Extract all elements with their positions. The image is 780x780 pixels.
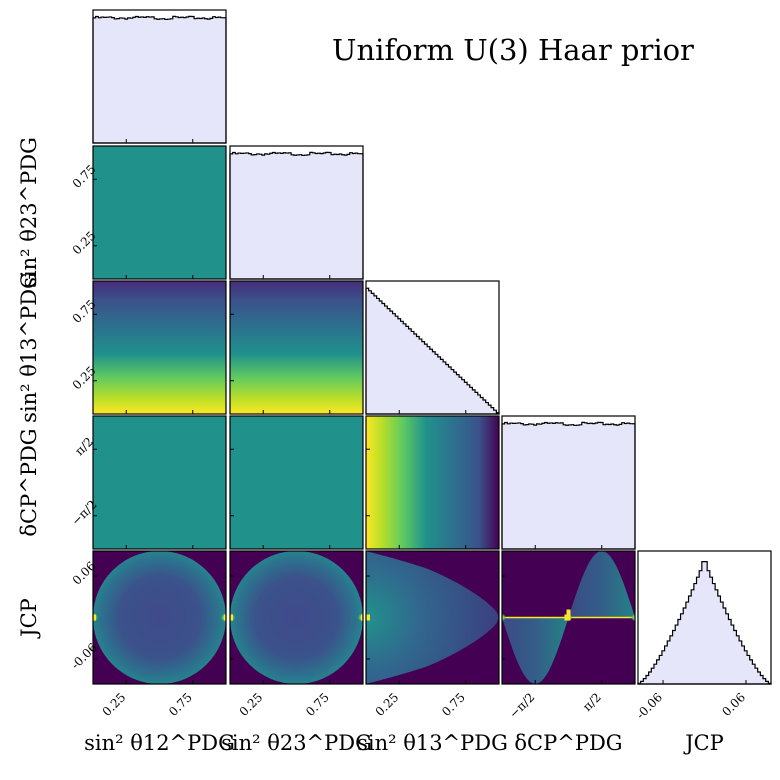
axes-frame-sin2_theta13-sin2_theta13 [365, 280, 500, 415]
density-sin2_theta23-vs-delta_CP [230, 416, 363, 549]
y-axis-label-J_CP: JCP [17, 598, 41, 639]
axes-frame-J_CP-J_CP [637, 550, 772, 685]
x-tick-label-sin2_theta13: 0.75 [439, 690, 468, 719]
density-sin2_theta12-vs-delta_CP [93, 416, 226, 549]
density-background [230, 416, 363, 549]
density-peak [93, 614, 96, 621]
x-tick-label-sin2_theta12: 0.25 [100, 690, 129, 719]
histogram-sin2_theta23 [229, 151, 364, 280]
x-tick-label-sin2_theta13: 0.25 [373, 690, 402, 719]
histogram-J_CP [637, 560, 772, 685]
axes-frame-sin2_theta13-delta_CP [365, 415, 500, 550]
density-envelope [366, 551, 499, 684]
density-peak [564, 614, 571, 621]
density-peak [230, 614, 233, 621]
density-peak [224, 614, 226, 621]
x-axis-label-J_CP: JCP [683, 731, 724, 755]
axes-frame-sin2_theta12-delta_CP [92, 415, 227, 550]
histogram-delta_CP [501, 421, 636, 550]
density-sin2_theta23-vs-sin2_theta13 [230, 281, 363, 414]
density-sin2_theta23-vs-J_CP [230, 551, 363, 684]
axes-frame-sin2_theta23-J_CP [229, 550, 364, 685]
density-gradient [366, 416, 499, 549]
x-axis-label-delta_CP: δCP^PDG [514, 731, 622, 755]
axes-frame-delta_CP-delta_CP [501, 415, 636, 550]
x-tick-label-sin2_theta23: 0.75 [303, 690, 332, 719]
density-peak [502, 613, 506, 622]
x-tick-label-J_CP: 0.06 [719, 690, 748, 719]
axes-frame-sin2_theta12-sin2_theta12 [92, 9, 227, 144]
axes-frame-sin2_theta12-sin2_theta23 [92, 145, 227, 280]
y-axis-label-sin2_theta23: sin² θ23^PDG [17, 137, 41, 288]
density-sin2_theta12-vs-J_CP [93, 551, 226, 684]
density-gradient [230, 281, 363, 414]
plot-title: Uniform U(3) Haar prior [332, 33, 694, 67]
density-background [93, 146, 226, 279]
axes-frame-sin2_theta12-J_CP [92, 550, 227, 685]
x-tick-label-delta_CP: π/2 [580, 690, 604, 714]
density-sin2_theta13-vs-J_CP [366, 551, 499, 684]
density-gradient [93, 281, 226, 414]
x-axis-label-sin2_theta13: sin² θ13^PDG [357, 731, 508, 755]
density-sin2_theta13-vs-delta_CP [366, 416, 499, 549]
density-envelope [230, 551, 363, 684]
density-lobe-lower [502, 617, 569, 684]
x-axis-label-sin2_theta12: sin² θ12^PDG [84, 731, 235, 755]
density-peak [366, 614, 370, 621]
density-sin2_theta12-vs-sin2_theta13 [93, 281, 226, 414]
x-tick-label-sin2_theta12: 0.75 [166, 690, 195, 719]
density-peak [631, 613, 635, 622]
axes-frame-sin2_theta12-sin2_theta13 [92, 280, 227, 415]
x-tick-label-J_CP: -0.06 [633, 690, 665, 722]
density-background [93, 416, 226, 549]
axes-frame-sin2_theta23-delta_CP [229, 415, 364, 550]
density-sin2_theta12-vs-sin2_theta23 [93, 146, 226, 279]
axes-frame-delta_CP-J_CP [501, 550, 636, 685]
axes-frame-sin2_theta13-J_CP [365, 550, 500, 685]
x-tick-label-sin2_theta23: 0.25 [237, 690, 266, 719]
density-delta_CP-vs-J_CP [502, 551, 635, 684]
density-lobe-upper [568, 551, 635, 618]
density-peak [361, 614, 363, 621]
axes-frame-sin2_theta23-sin2_theta23 [229, 145, 364, 280]
density-envelope [93, 551, 226, 684]
histogram-sin2_theta12 [92, 15, 227, 144]
x-axis-label-sin2_theta23: sin² θ23^PDG [221, 731, 372, 755]
y-axis-label-delta_CP: δCP^PDG [17, 428, 41, 536]
density-peak [566, 609, 571, 616]
histogram-sin2_theta13 [365, 287, 500, 415]
y-axis-label-sin2_theta13: sin² θ13^PDG [17, 272, 41, 423]
x-tick-label-delta_CP: −π/2 [507, 690, 538, 721]
axes-frame-sin2_theta23-sin2_theta13 [229, 280, 364, 415]
